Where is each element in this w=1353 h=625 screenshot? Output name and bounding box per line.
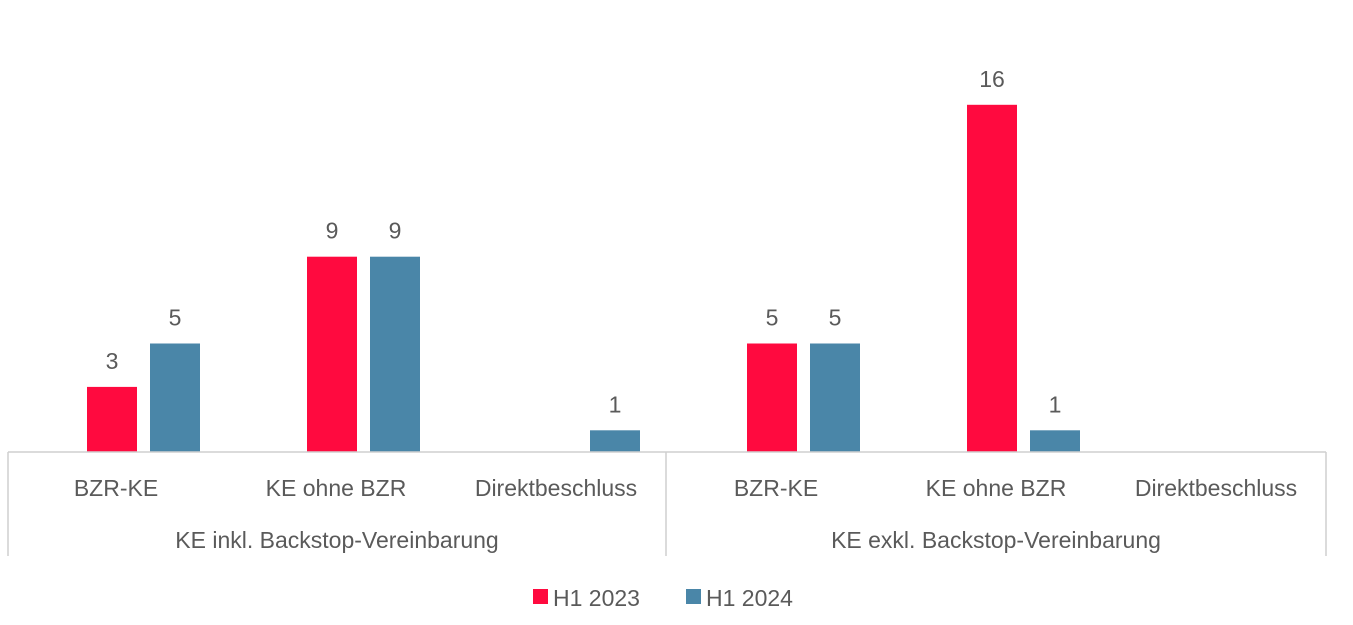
data-label: 5 xyxy=(169,305,182,331)
bars-layer xyxy=(87,104,1080,453)
category-label: Direktbeschluss xyxy=(475,475,637,501)
bar-1-2-2 xyxy=(370,256,420,452)
legend-label: H1 2024 xyxy=(706,585,793,611)
category-label: BZR-KE xyxy=(734,475,818,501)
category-axis: BZR-KE KE ohne BZR Direktbeschluss KE inkl.… xyxy=(7,451,1327,556)
legend-label: H1 2023 xyxy=(553,585,640,611)
category-label: KE ohne BZR xyxy=(266,475,407,501)
data-label: 3 xyxy=(106,348,119,374)
category-label: KE ohne BZR xyxy=(926,475,1067,501)
bar-2-2-1 xyxy=(967,104,1017,453)
data-label: 5 xyxy=(829,305,842,331)
bar-1-3-2 xyxy=(590,430,640,452)
category-label: BZR-KE xyxy=(74,475,158,501)
group-label: KE exkl. Backstop-Vereinbarung xyxy=(831,527,1161,553)
bar-2-2-2 xyxy=(1030,430,1080,452)
data-label: 1 xyxy=(609,391,622,417)
group-label: KE inkl. Backstop-Vereinbarung xyxy=(175,527,498,553)
category-label: Direktbeschluss xyxy=(1135,475,1297,501)
data-label: 16 xyxy=(979,66,1005,92)
bar-2-1-1 xyxy=(747,343,797,452)
data-label: 5 xyxy=(766,305,779,331)
legend: H1 2023 H1 2024 xyxy=(533,585,793,611)
legend-swatch xyxy=(533,589,548,604)
bar-1-2-1 xyxy=(307,256,357,452)
data-label: 1 xyxy=(1049,391,1062,417)
bar-1-1-1 xyxy=(87,386,137,452)
data-labels-layer: 3 5 9 9 1 5 5 16 1 xyxy=(106,66,1062,417)
data-label: 9 xyxy=(389,218,402,244)
bar-1-1-2 xyxy=(150,343,200,452)
legend-swatch xyxy=(686,589,701,604)
bar-2-1-2 xyxy=(810,343,860,452)
data-label: 9 xyxy=(326,218,339,244)
